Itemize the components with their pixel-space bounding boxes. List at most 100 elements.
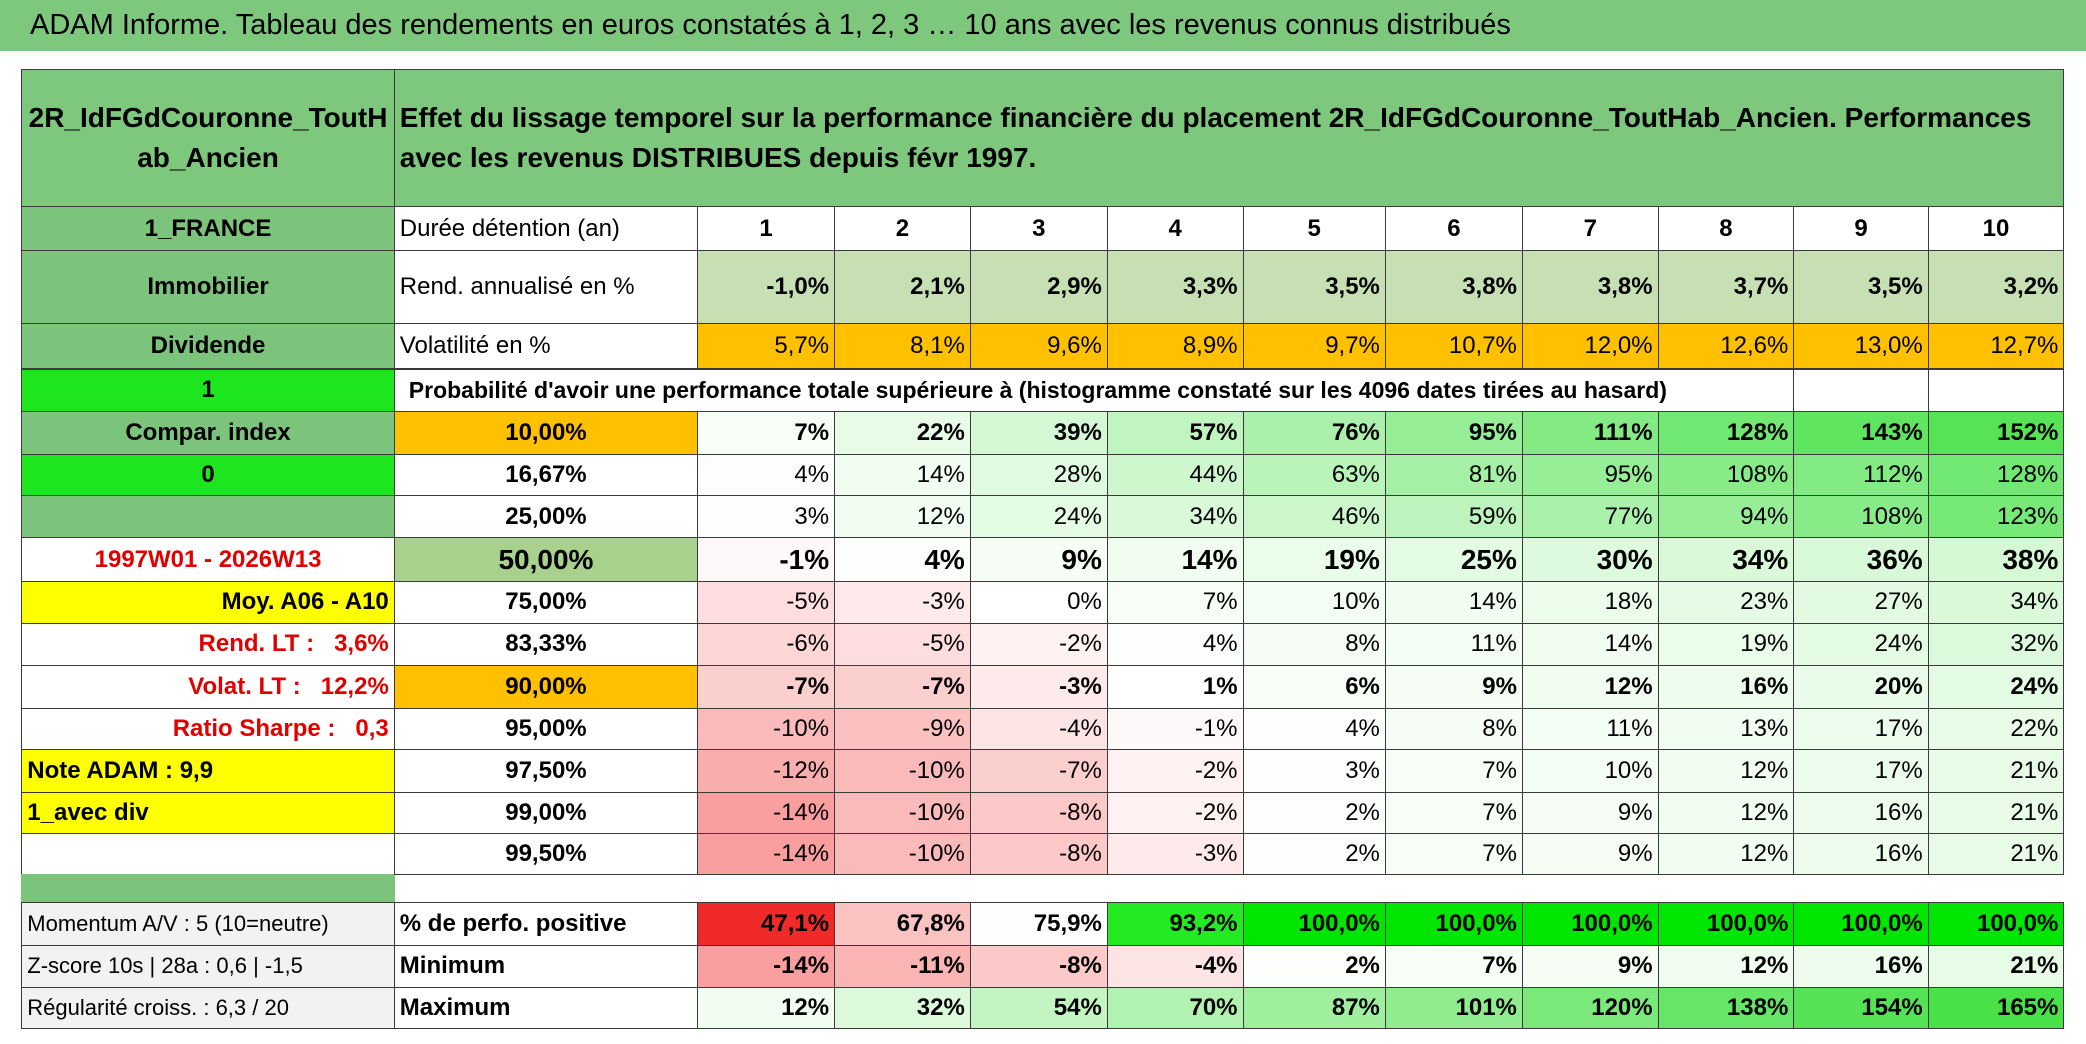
percentile-value: -3% (1106, 832, 1244, 876)
footer-label: Minimum (393, 944, 699, 989)
percentile-value: 8% (1384, 707, 1523, 750)
percentile-value: 6% (1242, 665, 1386, 709)
footer-value: 75,9% (969, 901, 1108, 946)
percentile-value: 7% (697, 411, 836, 455)
side-blank (21, 874, 395, 903)
percentile-value: 8% (1242, 622, 1386, 667)
percentile-value: 12% (1657, 791, 1795, 834)
percentile-value: 12% (834, 494, 971, 539)
percentile-value: 16% (1657, 665, 1795, 709)
year: 2 (834, 206, 971, 252)
percentile-value: 11% (1521, 707, 1659, 750)
return-value: 3,7% (1657, 250, 1795, 325)
percentile-level: 97,50% (393, 748, 699, 793)
year: 4 (1106, 206, 1244, 252)
return-value: 3,3% (1106, 250, 1244, 325)
percentile-value: 152% (1927, 411, 2065, 455)
side-label: Rend. LT : 3,6% (21, 622, 395, 667)
percentile-value: -7% (969, 748, 1108, 793)
percentile-value: -9% (834, 707, 971, 750)
percentile-value: 4% (834, 537, 971, 583)
probability-caption: Probabilité d'avoir une performance tota… (393, 368, 1795, 413)
footer-value: 87% (1242, 987, 1386, 1030)
percentile-value: 14% (1521, 622, 1659, 667)
volatility-value: 8,9% (1106, 323, 1244, 370)
footer-value: 54% (969, 987, 1108, 1030)
percentile-value: 108% (1657, 453, 1795, 496)
percentile-level: 25,00% (393, 494, 699, 539)
percentile-value: 21% (1927, 748, 2065, 793)
footer-value: 32% (834, 987, 971, 1030)
percentile-value: 7% (1384, 748, 1523, 793)
footer-value: 100,0% (1793, 901, 1929, 946)
percentile-value: 128% (1657, 411, 1795, 455)
percentile-value: 108% (1793, 494, 1929, 539)
percentile-value: 16% (1793, 832, 1929, 876)
footer-label: Maximum (393, 987, 699, 1030)
percentile-value: -3% (834, 581, 971, 624)
percentile-value: 34% (1657, 537, 1795, 583)
percentile-level: 75,00% (393, 581, 699, 624)
percentile-value: -10% (834, 791, 971, 834)
footer-value: 101% (1384, 987, 1523, 1030)
return-value: 2,1% (834, 250, 971, 325)
side-label: 1_avec div (21, 791, 395, 834)
percentile-value: -3% (969, 665, 1108, 709)
percentile-value: 12% (1657, 832, 1795, 876)
year: 5 (1242, 206, 1386, 252)
footer-value: 21% (1927, 944, 2065, 989)
percentile-value: 112% (1793, 453, 1929, 496)
side-label: 1997W01 - 2026W13 (21, 537, 395, 583)
percentile-level: 16,67% (393, 453, 699, 496)
percentile-value: 95% (1384, 411, 1523, 455)
percentile-value: 95% (1521, 453, 1659, 496)
percentile-value: 23% (1657, 581, 1795, 624)
footer-value: 12% (1657, 944, 1795, 989)
percentile-value: 24% (969, 494, 1108, 539)
percentile-value: 38% (1927, 537, 2065, 583)
percentile-value: 39% (969, 411, 1108, 455)
percentile-value: 9% (1521, 791, 1659, 834)
percentile-value: 18% (1521, 581, 1659, 624)
footer-side: Z-score 10s | 28a : 0,6 | -1,5 (21, 944, 395, 989)
percentile-level: 99,50% (393, 832, 699, 876)
percentile-value: 10% (1242, 581, 1386, 624)
percentile-value: 34% (1106, 494, 1244, 539)
volatility-value: 5,7% (697, 323, 836, 370)
footer-value: 2% (1242, 944, 1386, 989)
side-label: Ratio Sharpe : 0,3 (21, 707, 395, 750)
percentile-value: 22% (834, 411, 971, 455)
return-value: -1,0% (697, 250, 836, 325)
percentile-value: 63% (1242, 453, 1386, 496)
footer-value: 100,0% (1657, 901, 1795, 946)
percentile-value: -10% (834, 748, 971, 793)
sheet-title: ADAM Informe. Tableau des rendements en … (0, 0, 2086, 51)
percentile-value: 12% (1657, 748, 1795, 793)
row-label: Rend. annualisé en % (393, 250, 699, 325)
percentile-value: 16% (1793, 791, 1929, 834)
volatility-value: 13,0% (1793, 323, 1929, 370)
percentile-value: -2% (1106, 748, 1244, 793)
percentile-value: 30% (1521, 537, 1659, 583)
percentile-value: 3% (1242, 748, 1386, 793)
percentile-value: -7% (697, 665, 836, 709)
side-label: Compar. index (21, 411, 395, 455)
percentile-value: 13% (1657, 707, 1795, 750)
return-value: 3,2% (1927, 250, 2065, 325)
percentile-value: 4% (1242, 707, 1386, 750)
percentile-value: 7% (1384, 832, 1523, 876)
year: 1 (697, 206, 836, 252)
percentile-value: 57% (1106, 411, 1244, 455)
percentile-value: 14% (1384, 581, 1523, 624)
percentile-value: -6% (697, 622, 836, 667)
side-label: 1 (21, 368, 395, 413)
side-label: 0 (21, 453, 395, 496)
year: 10 (1927, 206, 2065, 252)
return-value: 2,9% (969, 250, 1108, 325)
percentile-value: 7% (1384, 791, 1523, 834)
side-label: Immobilier (21, 250, 395, 325)
percentile-value: 27% (1793, 581, 1929, 624)
footer-value: 100,0% (1242, 901, 1386, 946)
percentile-value: 7% (1106, 581, 1244, 624)
percentile-value: -14% (697, 832, 836, 876)
